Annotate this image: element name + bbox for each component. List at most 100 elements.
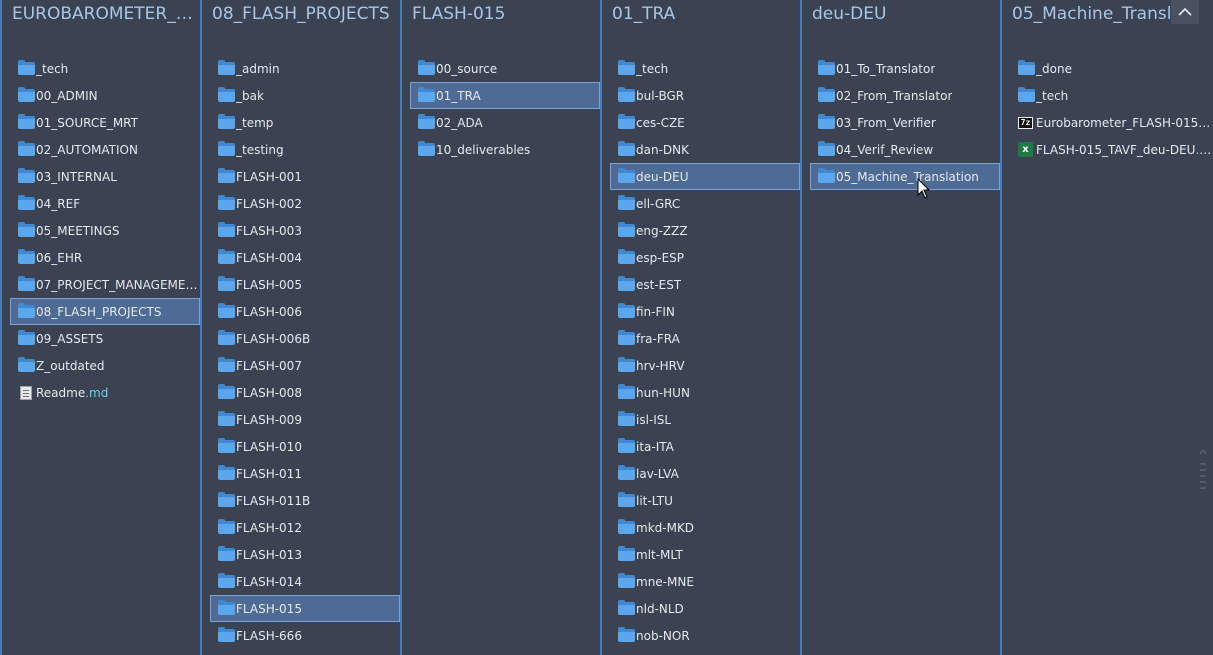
item-name: FLASH-006 [236, 304, 302, 319]
folder-item-est-est[interactable]: est-EST [610, 271, 800, 298]
folder-item-esp-esp[interactable]: esp-ESP [610, 244, 800, 271]
folder-item-flash-006b[interactable]: FLASH-006B [210, 325, 400, 352]
item-label: fin-FIN [636, 305, 675, 319]
folder-item-05-machine-translation[interactable]: 05_Machine_Translation [810, 163, 1000, 190]
folder-item-00-source[interactable]: 00_source [410, 55, 600, 82]
folder-icon [818, 114, 835, 129]
folder-item-ell-grc[interactable]: ell-GRC [610, 190, 800, 217]
folder-item-flash-011b[interactable]: FLASH-011B [210, 487, 400, 514]
folder-item-flash-010[interactable]: FLASH-010 [210, 433, 400, 460]
folder-icon [618, 546, 635, 561]
item-name: 08_FLASH_PROJECTS [36, 304, 162, 319]
folder-item-isl-isl[interactable]: isl-ISL [610, 406, 800, 433]
item-name: FLASH-001 [236, 169, 302, 184]
folder-item-09-assets[interactable]: 09_ASSETS [10, 325, 200, 352]
item-name: _testing [236, 142, 284, 157]
folder-icon [418, 87, 435, 102]
folder-item-eng-zzz[interactable]: eng-ZZZ [610, 217, 800, 244]
folder-item-03-internal[interactable]: 03_INTERNAL [10, 163, 200, 190]
folder-item-dan-dnk[interactable]: dan-DNK [610, 136, 800, 163]
item-label: _tech [1036, 89, 1068, 103]
folder-icon [618, 438, 635, 453]
folder-item-flash-002[interactable]: FLASH-002 [210, 190, 400, 217]
folder-item-bul-bgr[interactable]: bul-BGR [610, 82, 800, 109]
folder-item-tech[interactable]: _tech [610, 55, 800, 82]
folder-item-04-ref[interactable]: 04_REF [10, 190, 200, 217]
folder-item-02-ada[interactable]: 02_ADA [410, 109, 600, 136]
folder-item-06-ehr[interactable]: 06_EHR [10, 244, 200, 271]
folder-item-05-meetings[interactable]: 05_MEETINGS [10, 217, 200, 244]
file-item-eurobarometer-flash-015[interactable]: 7z Eurobarometer_FLASH-015_... [1010, 109, 1213, 136]
item-name: FLASH-003 [236, 223, 302, 238]
scroll-grip-icon[interactable] [1199, 450, 1207, 496]
folder-icon [218, 60, 235, 75]
item-label: FLASH-011B [236, 494, 310, 508]
folder-item-bak[interactable]: _bak [210, 82, 400, 109]
folder-item-mlt-mlt[interactable]: mlt-MLT [610, 541, 800, 568]
folder-item-deu-deu[interactable]: deu-DEU [610, 163, 800, 190]
folder-item-02-automation[interactable]: 02_AUTOMATION [10, 136, 200, 163]
folder-item-flash-003[interactable]: FLASH-003 [210, 217, 400, 244]
folder-item-flash-011[interactable]: FLASH-011 [210, 460, 400, 487]
column-title: 05_Machine_Translat [1012, 4, 1189, 24]
folder-item-lit-ltu[interactable]: lit-LTU [610, 487, 800, 514]
folder-item-flash-009[interactable]: FLASH-009 [210, 406, 400, 433]
folder-item-fin-fin[interactable]: fin-FIN [610, 298, 800, 325]
item-name: FLASH-011 [236, 466, 302, 481]
folder-item-flash-666[interactable]: FLASH-666 [210, 622, 400, 649]
folder-item-flash-007[interactable]: FLASH-007 [210, 352, 400, 379]
folder-item-admin[interactable]: _admin [210, 55, 400, 82]
folder-item-mkd-mkd[interactable]: mkd-MKD [610, 514, 800, 541]
file-item-readme[interactable]: Readme.md [10, 379, 200, 406]
folder-icon [218, 141, 235, 156]
folder-item-flash-006[interactable]: FLASH-006 [210, 298, 400, 325]
folder-item-ita-ita[interactable]: ita-ITA [610, 433, 800, 460]
item-label: 07_PROJECT_MANAGEMENT [36, 278, 200, 292]
folder-item-z-outdated[interactable]: Z_outdated [10, 352, 200, 379]
folder-item-flash-001[interactable]: FLASH-001 [210, 163, 400, 190]
folder-item-01-to-translator[interactable]: 01_To_Translator [810, 55, 1000, 82]
folder-item-flash-012[interactable]: FLASH-012 [210, 514, 400, 541]
item-list: _admin _bak _temp _testing FLASH-001 FLASH-00… [202, 55, 400, 649]
folder-item-fra-fra[interactable]: fra-FRA [610, 325, 800, 352]
folder-item-hun-hun[interactable]: hun-HUN [610, 379, 800, 406]
folder-item-testing[interactable]: _testing [210, 136, 400, 163]
folder-icon [218, 303, 235, 318]
folder-item-tech[interactable]: _tech [1010, 82, 1213, 109]
folder-icon [18, 141, 35, 156]
item-name: isl-ISL [636, 412, 672, 427]
folder-item-temp[interactable]: _temp [210, 109, 400, 136]
folder-item-02-from-translator[interactable]: 02_From_Translator [810, 82, 1000, 109]
folder-item-flash-015[interactable]: FLASH-015 [210, 595, 400, 622]
item-name: 00_source [436, 61, 498, 76]
folder-item-ces-cze[interactable]: ces-CZE [610, 109, 800, 136]
scroll-up-button[interactable] [1171, 0, 1199, 24]
folder-item-10-deliverables[interactable]: 10_deliverables [410, 136, 600, 163]
folder-item-00-admin[interactable]: 00_ADMIN [10, 82, 200, 109]
folder-item-flash-013[interactable]: FLASH-013 [210, 541, 400, 568]
folder-item-done[interactable]: _done [1010, 55, 1213, 82]
folder-item-08-flash-projects[interactable]: 08_FLASH_PROJECTS [10, 298, 200, 325]
item-name: FLASH-006B [236, 331, 311, 346]
folder-item-03-from-verifier[interactable]: 03_From_Verifier [810, 109, 1000, 136]
folder-item-flash-004[interactable]: FLASH-004 [210, 244, 400, 271]
folder-item-lav-lva[interactable]: lav-LVA [610, 460, 800, 487]
item-label: FLASH-003 [236, 224, 302, 238]
folder-item-01-source-mrt[interactable]: 01_SOURCE_MRT [10, 109, 200, 136]
folder-item-nob-nor[interactable]: nob-NOR [610, 622, 800, 649]
folder-item-flash-008[interactable]: FLASH-008 [210, 379, 400, 406]
item-label: hun-HUN [636, 386, 690, 400]
folder-item-hrv-hrv[interactable]: hrv-HRV [610, 352, 800, 379]
folder-item-mne-mne[interactable]: mne-MNE [610, 568, 800, 595]
folder-item-01-tra[interactable]: 01_TRA [410, 82, 600, 109]
item-label: 02_AUTOMATION [36, 143, 138, 157]
folder-item-07-project-management[interactable]: 07_PROJECT_MANAGEMENT [10, 271, 200, 298]
folder-item-tech[interactable]: _tech [10, 55, 200, 82]
folder-item-flash-005[interactable]: FLASH-005 [210, 271, 400, 298]
item-name: ell-GRC [636, 196, 681, 211]
folder-item-flash-014[interactable]: FLASH-014 [210, 568, 400, 595]
column-title: 08_FLASH_PROJECTS [212, 4, 390, 24]
folder-item-nld-nld[interactable]: nld-NLD [610, 595, 800, 622]
folder-item-04-verif-review[interactable]: 04_Verif_Review [810, 136, 1000, 163]
